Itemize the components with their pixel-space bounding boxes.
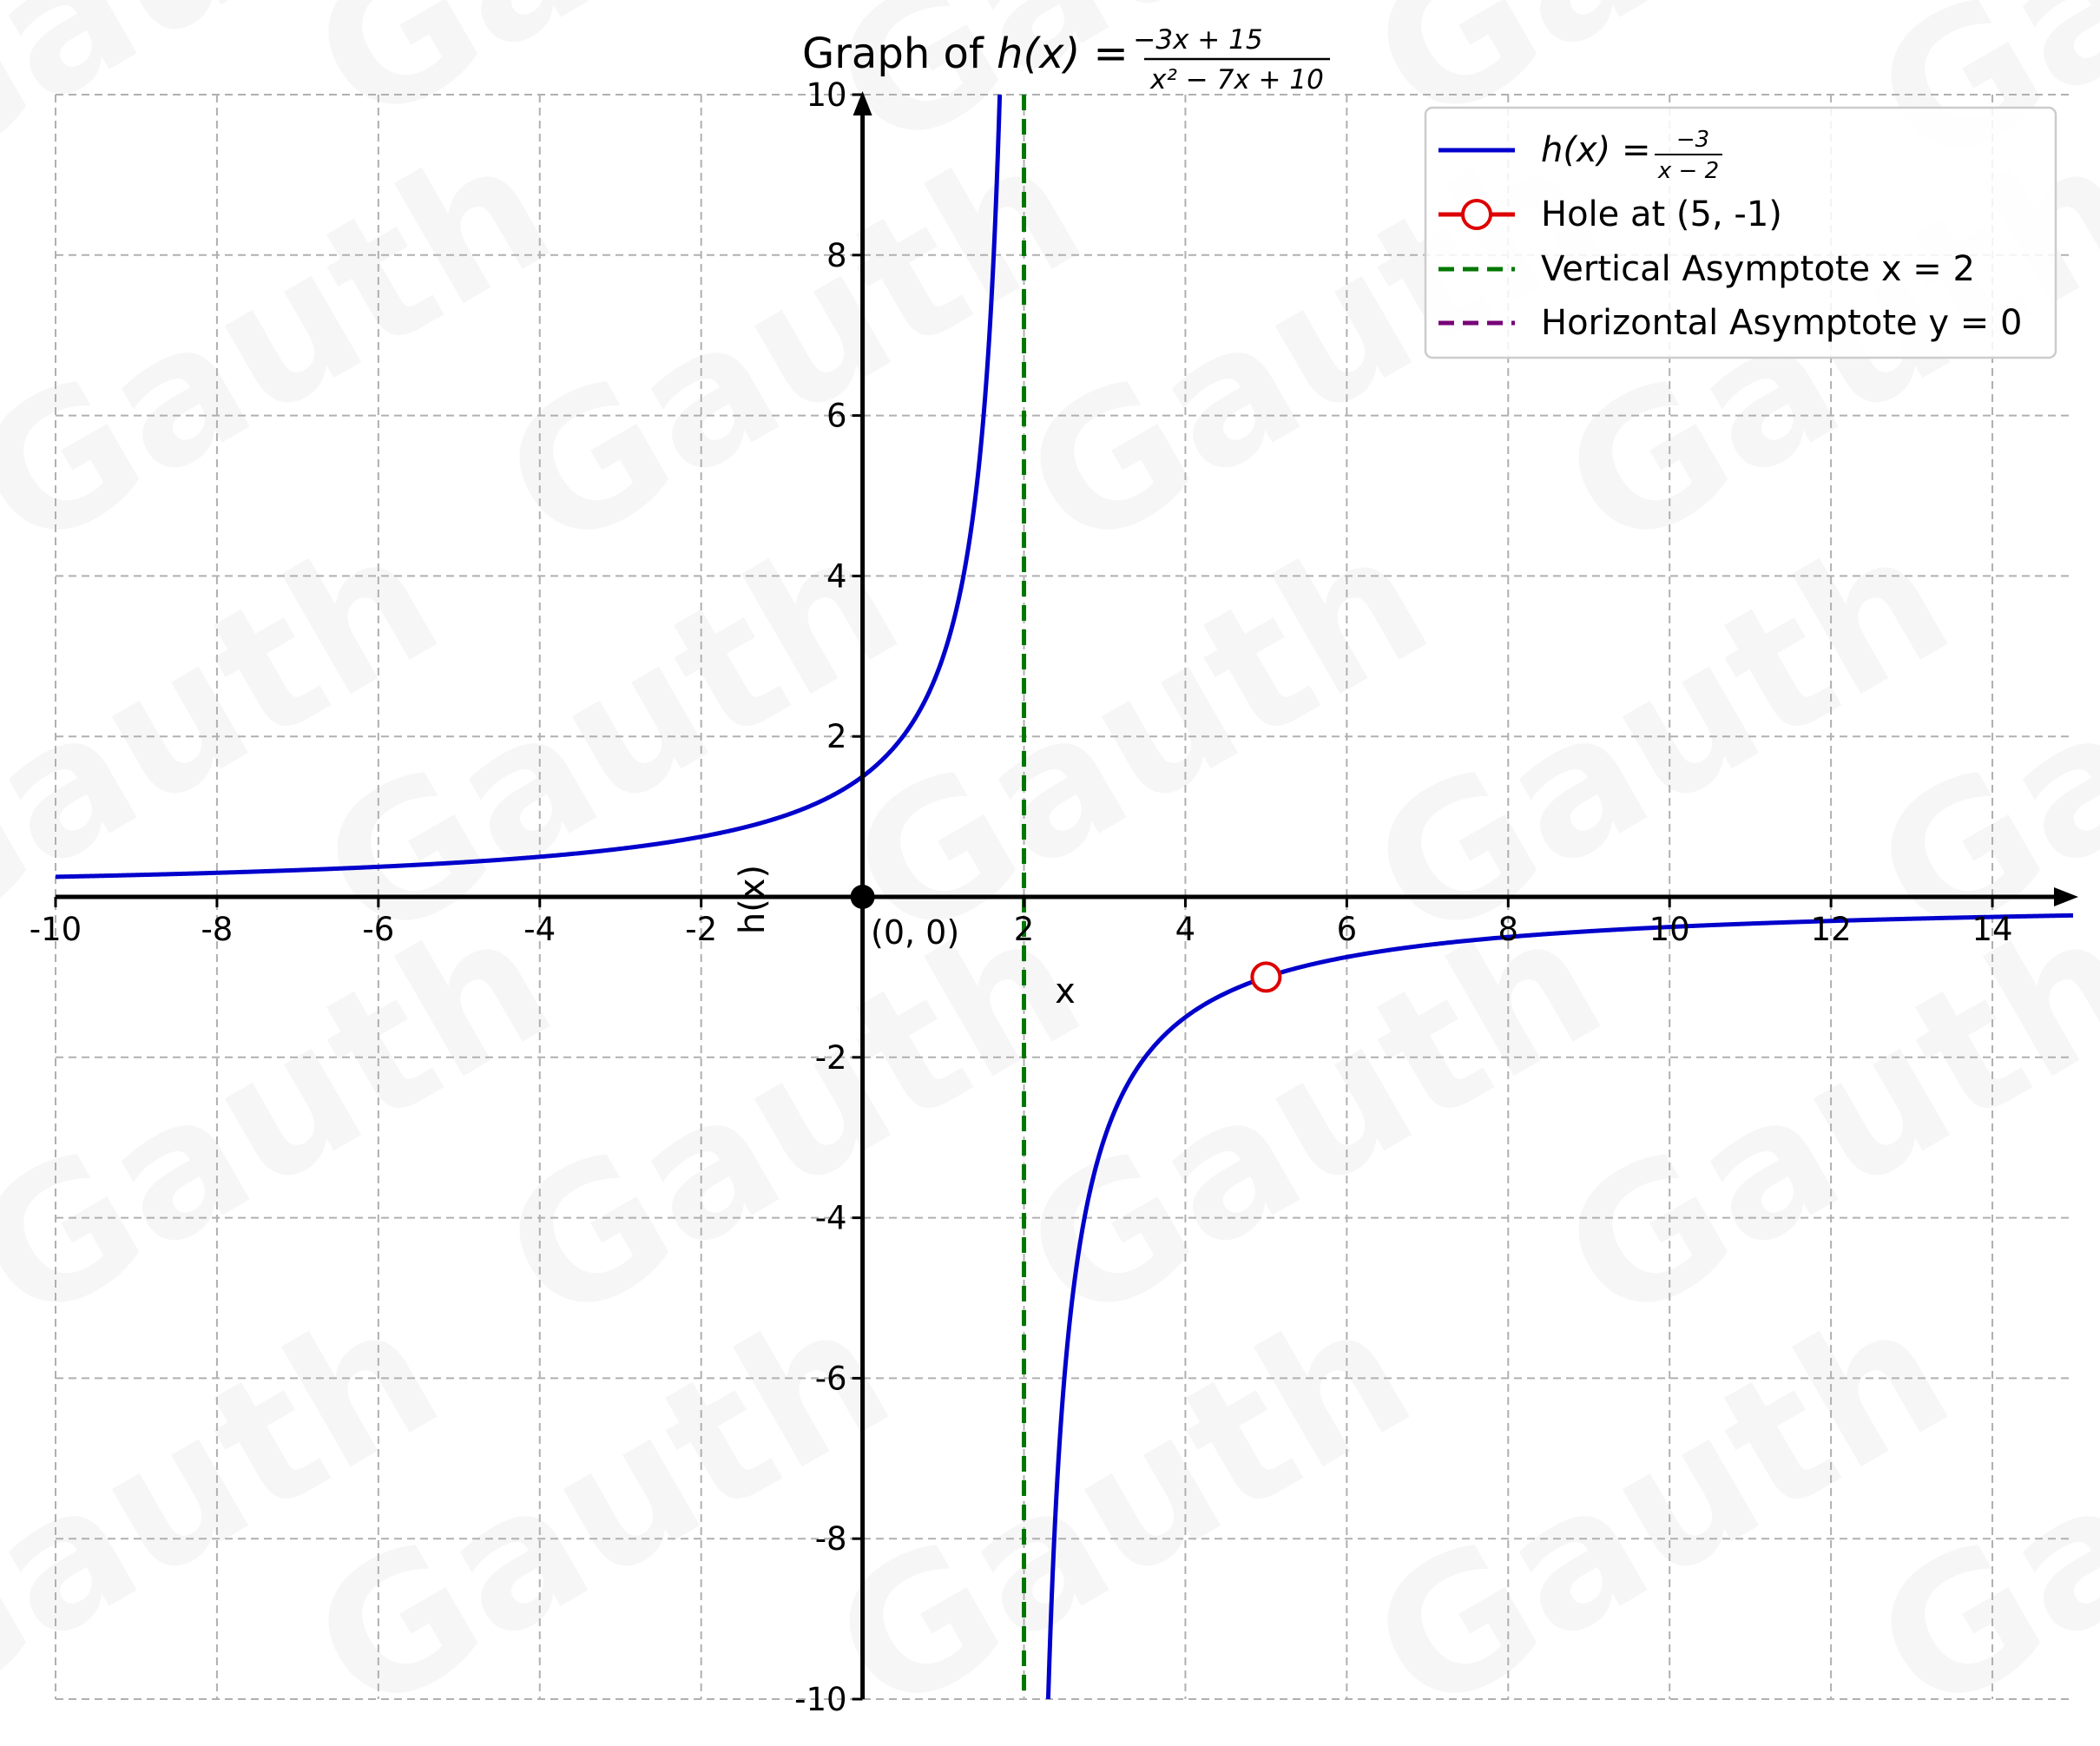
y-axis-arrow [853, 91, 872, 115]
legend-swatch-hole-marker [1461, 199, 1492, 230]
y-axis-label: h(x) [733, 865, 773, 934]
y-tick-label: 6 [826, 398, 847, 435]
legend: h(x) = −3 x − 2 Hole at (5, -1) Vertical… [1424, 106, 2057, 359]
legend-function-numerator: −3 [1676, 127, 1709, 153]
origin-point [850, 885, 875, 909]
legend-function-prefix: h(x) = [1541, 130, 1650, 170]
chart-title-fraction: −3x + 15 x² − 7x + 10 [1133, 24, 1330, 96]
function-curve-right-branch [1045, 913, 2075, 1700]
x-tick-label: 2 [1014, 911, 1035, 948]
y-tick-label: -8 [815, 1520, 847, 1558]
x-tick-label: -10 [30, 911, 82, 948]
legend-vertical-asymptote-label: Vertical Asymptote x = 2 [1541, 249, 1975, 289]
x-tick-label: 8 [1498, 911, 1519, 948]
x-tick-label: 4 [1175, 911, 1196, 948]
x-tick-label: 6 [1337, 911, 1358, 948]
y-tick-label: -4 [815, 1200, 847, 1237]
y-tick-label: 2 [826, 718, 847, 755]
y-tick-label: -10 [794, 1681, 846, 1718]
y-tick-label: -6 [815, 1360, 847, 1397]
x-tick-label: -6 [362, 911, 394, 948]
watermark-text: Gauth [0, 872, 584, 1366]
x-tick-label: -8 [201, 911, 233, 948]
legend-horizontal-asymptote-label: Horizontal Asymptote y = 0 [1541, 303, 2022, 343]
x-axis-label: x [1055, 972, 1076, 1011]
x-tick-label: -4 [523, 911, 556, 948]
x-tick-label: 10 [1649, 911, 1690, 948]
chart-title-numerator: −3x + 15 [1133, 24, 1262, 56]
y-tick-label: 8 [826, 237, 847, 274]
origin-label: (0, 0) [871, 913, 959, 952]
x-tick-label: 12 [1811, 911, 1852, 948]
x-tick-label: -2 [685, 911, 717, 948]
chart-title-prefix: Graph of [802, 30, 997, 78]
chart-title-denominator: x² − 7x + 10 [1149, 64, 1324, 96]
legend-hole-label: Hole at (5, -1) [1541, 194, 1782, 234]
y-tick-label: 10 [806, 76, 847, 114]
x-axis-arrow [2054, 887, 2078, 906]
chart-title-func: h(x) = [997, 30, 1129, 78]
y-tick-label: -2 [815, 1039, 847, 1077]
legend-frame [1424, 106, 2057, 359]
watermark-text: Gauth [0, 99, 584, 593]
hole-marker [1250, 961, 1282, 993]
legend-function-denominator: x − 2 [1657, 158, 1719, 184]
y-tick-label: 4 [826, 557, 847, 595]
function-curve-left-branch [54, 94, 1003, 880]
x-tick-label: 14 [1972, 911, 2012, 948]
tick-labels: -10 -8 -6 -4 -2 2 4 6 8 10 12 14 -10 -8 -6 -4 -2 2 4 6 8 10 [30, 76, 2013, 1718]
chart-title: Graph of h(x) = [802, 30, 1129, 78]
